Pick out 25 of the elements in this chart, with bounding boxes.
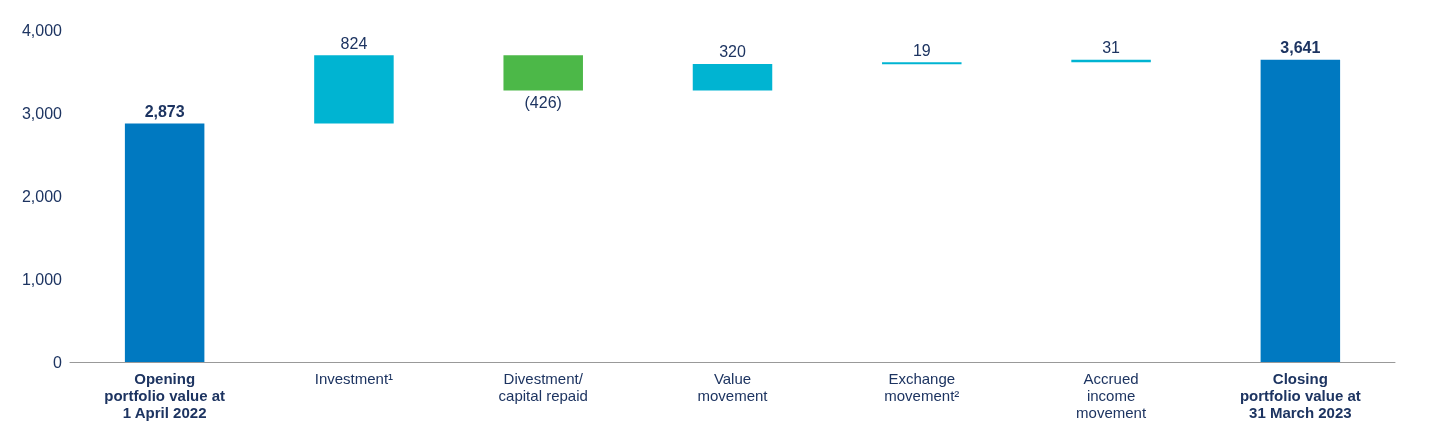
x-tick-label: Value movement (697, 370, 769, 404)
y-tick-label: 4,000 (21, 21, 63, 39)
bar (692, 63, 773, 91)
bar (314, 55, 394, 124)
bar (124, 123, 205, 362)
y-tick-label: 1,000 (21, 270, 63, 288)
bar (503, 55, 583, 91)
x-tick-label: Investment¹ (314, 370, 394, 387)
data-label: 31 (1102, 39, 1121, 57)
data-label: 3,641 (1280, 39, 1321, 57)
data-label: 19 (912, 41, 931, 59)
y-tick-label: 2,000 (21, 187, 63, 205)
bar (1260, 59, 1341, 362)
y-tick-label: 3,000 (21, 104, 63, 122)
data-label: 320 (719, 43, 746, 61)
x-tick-label: Divestment/ capital repaid (498, 370, 588, 404)
x-tick-label: Accrued income movement (1076, 370, 1147, 421)
data-label: 2,873 (144, 103, 185, 121)
data-label: (426) (524, 94, 562, 112)
data-label: 824 (340, 34, 368, 52)
x-tick-label: Closing portfolio value at 31 March 2023 (1239, 370, 1361, 421)
bar (882, 62, 962, 65)
x-tick-label: Exchange movement² (884, 370, 960, 404)
x-tick-label: Opening portfolio value at 1 April 2022 (104, 370, 226, 421)
y-tick-label: 0 (53, 353, 63, 371)
